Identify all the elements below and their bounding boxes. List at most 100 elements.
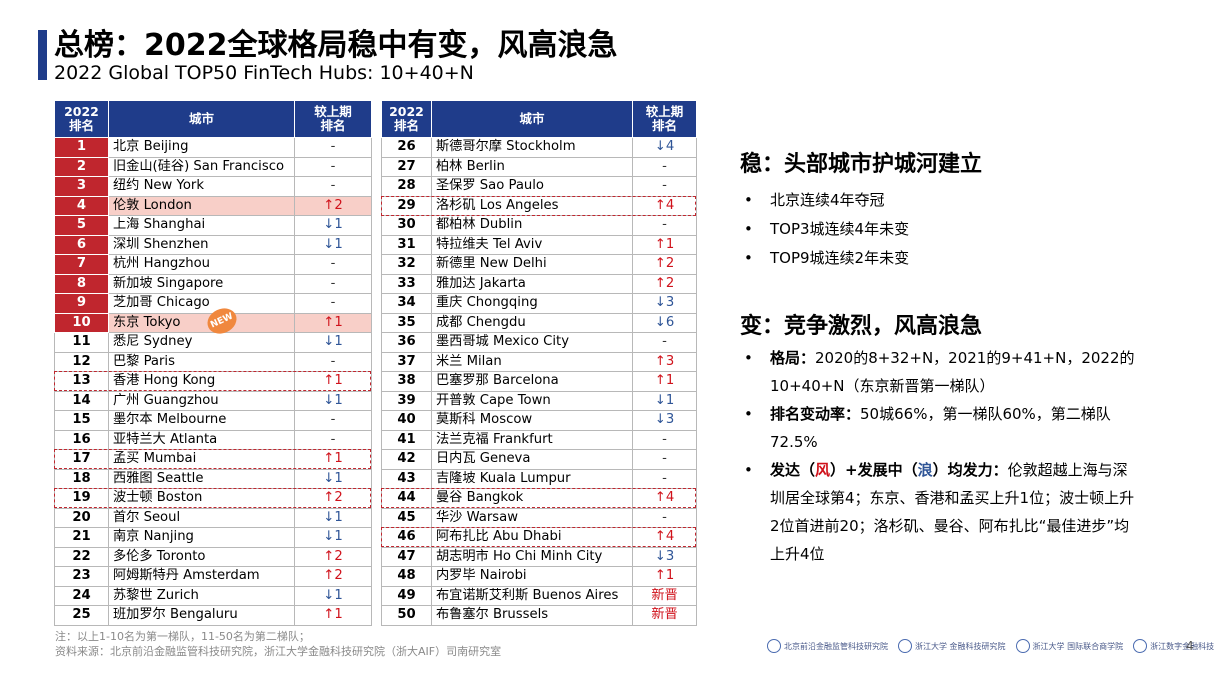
change-cell: - <box>632 507 697 528</box>
change-cell: ↑1 <box>632 371 697 392</box>
table-row: 7 杭州 Hangzhou - <box>54 254 372 275</box>
table-row: 39 开普敦 Cape Town ↓1 <box>381 390 697 411</box>
rank-cell: 27 <box>381 156 432 177</box>
table-row: 33 雅加达 Jakarta ↑2 <box>381 273 697 294</box>
rank-cell: 45 <box>381 507 432 528</box>
change-cell: ↑2 <box>294 566 372 587</box>
rank-cell: 10 <box>54 312 109 333</box>
change-cell: - <box>632 449 697 470</box>
change-cell: - <box>294 156 372 177</box>
list-item: • TOP3城连续4年未变 <box>744 220 910 238</box>
stable-heading: 稳：头部城市护城河建立 <box>740 152 983 177</box>
city-cell: 阿姆斯特丹 Amsterdam <box>108 566 295 587</box>
rank-cell: 24 <box>54 585 109 606</box>
table-row: 32 新德里 New Delhi ↑2 <box>381 254 697 275</box>
table-row: 11 悉尼 Sydney ↓1 <box>54 332 372 353</box>
change-cell: ↑1 <box>632 234 697 255</box>
city-cell: 吉隆坡 Kuala Lumpur <box>431 468 633 489</box>
change-cell: - <box>294 273 372 294</box>
source-note: 资料来源：北京前沿金融监管科技研究院，浙江大学金融科技研究院（浙大AIF）司南研… <box>55 645 502 658</box>
header-city: 城市 <box>108 100 295 138</box>
change-cell: ↓1 <box>294 390 372 411</box>
change-cell: - <box>632 332 697 353</box>
page-number: 4 <box>1186 639 1194 653</box>
table-row: 21 南京 Nanjing ↓1 <box>54 527 372 548</box>
city-cell: 布鲁塞尔 Brussels <box>431 605 633 626</box>
rank-cell: 5 <box>54 215 109 236</box>
change-cell: ↑2 <box>632 254 697 275</box>
rank-cell: 32 <box>381 254 432 275</box>
table-row: 49 布宜诺斯艾利斯 Buenos Aires 新晋 <box>381 585 697 606</box>
table-row: 2 旧金山(硅谷) San Francisco - <box>54 156 372 177</box>
table-row: 41 法兰克福 Frankfurt - <box>381 429 697 450</box>
change-list: • 格局：2020的8+32+N，2021的9+41+N，2022的10+40+N… <box>740 344 1140 568</box>
change-cell: 新晋 <box>632 605 697 626</box>
rank-cell: 41 <box>381 429 432 450</box>
change-cell: ↑1 <box>294 312 372 333</box>
change-cell: - <box>294 351 372 372</box>
rank-cell: 21 <box>54 527 109 548</box>
rank-cell: 28 <box>381 176 432 197</box>
rank-cell: 39 <box>381 390 432 411</box>
rank-cell: 38 <box>381 371 432 392</box>
table-row: 28 圣保罗 Sao Paulo - <box>381 176 697 197</box>
city-cell: 开普敦 Cape Town <box>431 390 633 411</box>
rank-cell: 6 <box>54 234 109 255</box>
change-cell: ↓3 <box>632 410 697 431</box>
city-cell: 巴黎 Paris <box>108 351 295 372</box>
city-cell: 悉尼 Sydney <box>108 332 295 353</box>
table-row: 34 重庆 Chongqing ↓3 <box>381 293 697 314</box>
change-cell: - <box>294 176 372 197</box>
city-cell: 华沙 Warsaw <box>431 507 633 528</box>
highlight-mumbai <box>54 449 371 469</box>
city-cell: 亚特兰大 Atlanta <box>108 429 295 450</box>
logo: 浙江大学 国际联合商学院 <box>1015 639 1123 653</box>
list-item: • 北京连续4年夺冠 <box>744 191 885 209</box>
change-cell: - <box>632 215 697 236</box>
change-cell: ↑2 <box>632 273 697 294</box>
change-cell: ↓1 <box>632 390 697 411</box>
change-cell: - <box>294 429 372 450</box>
table-row: 22 多伦多 Toronto ↑2 <box>54 546 372 567</box>
list-item: • 格局：2020的8+32+N，2021的9+41+N，2022的10+40+N… <box>744 349 1135 395</box>
table-row: 14 广州 Guangzhou ↓1 <box>54 390 372 411</box>
rank-cell: 3 <box>54 176 109 197</box>
rank-cell: 40 <box>381 410 432 431</box>
city-cell: 布宜诺斯艾利斯 Buenos Aires <box>431 585 633 606</box>
rank-cell: 18 <box>54 468 109 489</box>
ranking-table-left: 2022 排名 城市 较上期 排名 1 北京 Beijing -2 旧金山(硅谷) San… <box>54 100 372 626</box>
table-row: 42 日内瓦 Geneva - <box>381 449 697 470</box>
page-subtitle: 2022 Global TOP50 FinTech Hubs: 10+40+N <box>54 62 474 84</box>
city-cell: 南京 Nanjing <box>108 527 295 548</box>
table-row: 3 纽约 New York - <box>54 176 372 197</box>
header-city: 城市 <box>431 100 633 138</box>
table-row: 27 柏林 Berlin - <box>381 156 697 177</box>
change-cell: ↓1 <box>294 507 372 528</box>
rank-cell: 9 <box>54 293 109 314</box>
table-row: 15 墨尔本 Melbourne - <box>54 410 372 431</box>
city-cell: 成都 Chengdu <box>431 312 633 333</box>
rank-cell: 8 <box>54 273 109 294</box>
change-cell: 新晋 <box>632 585 697 606</box>
rank-cell: 34 <box>381 293 432 314</box>
table-row: 36 墨西哥城 Mexico City - <box>381 332 697 353</box>
change-cell: ↓1 <box>294 332 372 353</box>
table-row: 12 巴黎 Paris - <box>54 351 372 372</box>
city-cell: 莫斯科 Moscow <box>431 410 633 431</box>
highlight-hong-kong <box>54 371 371 391</box>
rank-cell: 33 <box>381 273 432 294</box>
city-cell: 上海 Shanghai <box>108 215 295 236</box>
city-cell: 北京 Beijing <box>108 137 295 158</box>
city-cell: 法兰克福 Frankfurt <box>431 429 633 450</box>
change-cell: ↑1 <box>294 605 372 626</box>
table-row: 38 巴塞罗那 Barcelona ↑1 <box>381 371 697 392</box>
header-rank: 2022 排名 <box>381 100 432 138</box>
city-cell: 伦敦 London <box>108 195 295 216</box>
list-item: • 排名变动率：50城66%，第一梯队60%，第二梯队72.5% <box>744 405 1111 451</box>
institute-logo-icon <box>767 639 781 653</box>
change-cell: ↓1 <box>294 468 372 489</box>
table-row: 26 斯德哥尔摩 Stockholm ↓4 <box>381 137 697 158</box>
change-cell: ↓4 <box>632 137 697 158</box>
table-row: 37 米兰 Milan ↑3 <box>381 351 697 372</box>
rank-cell: 48 <box>381 566 432 587</box>
